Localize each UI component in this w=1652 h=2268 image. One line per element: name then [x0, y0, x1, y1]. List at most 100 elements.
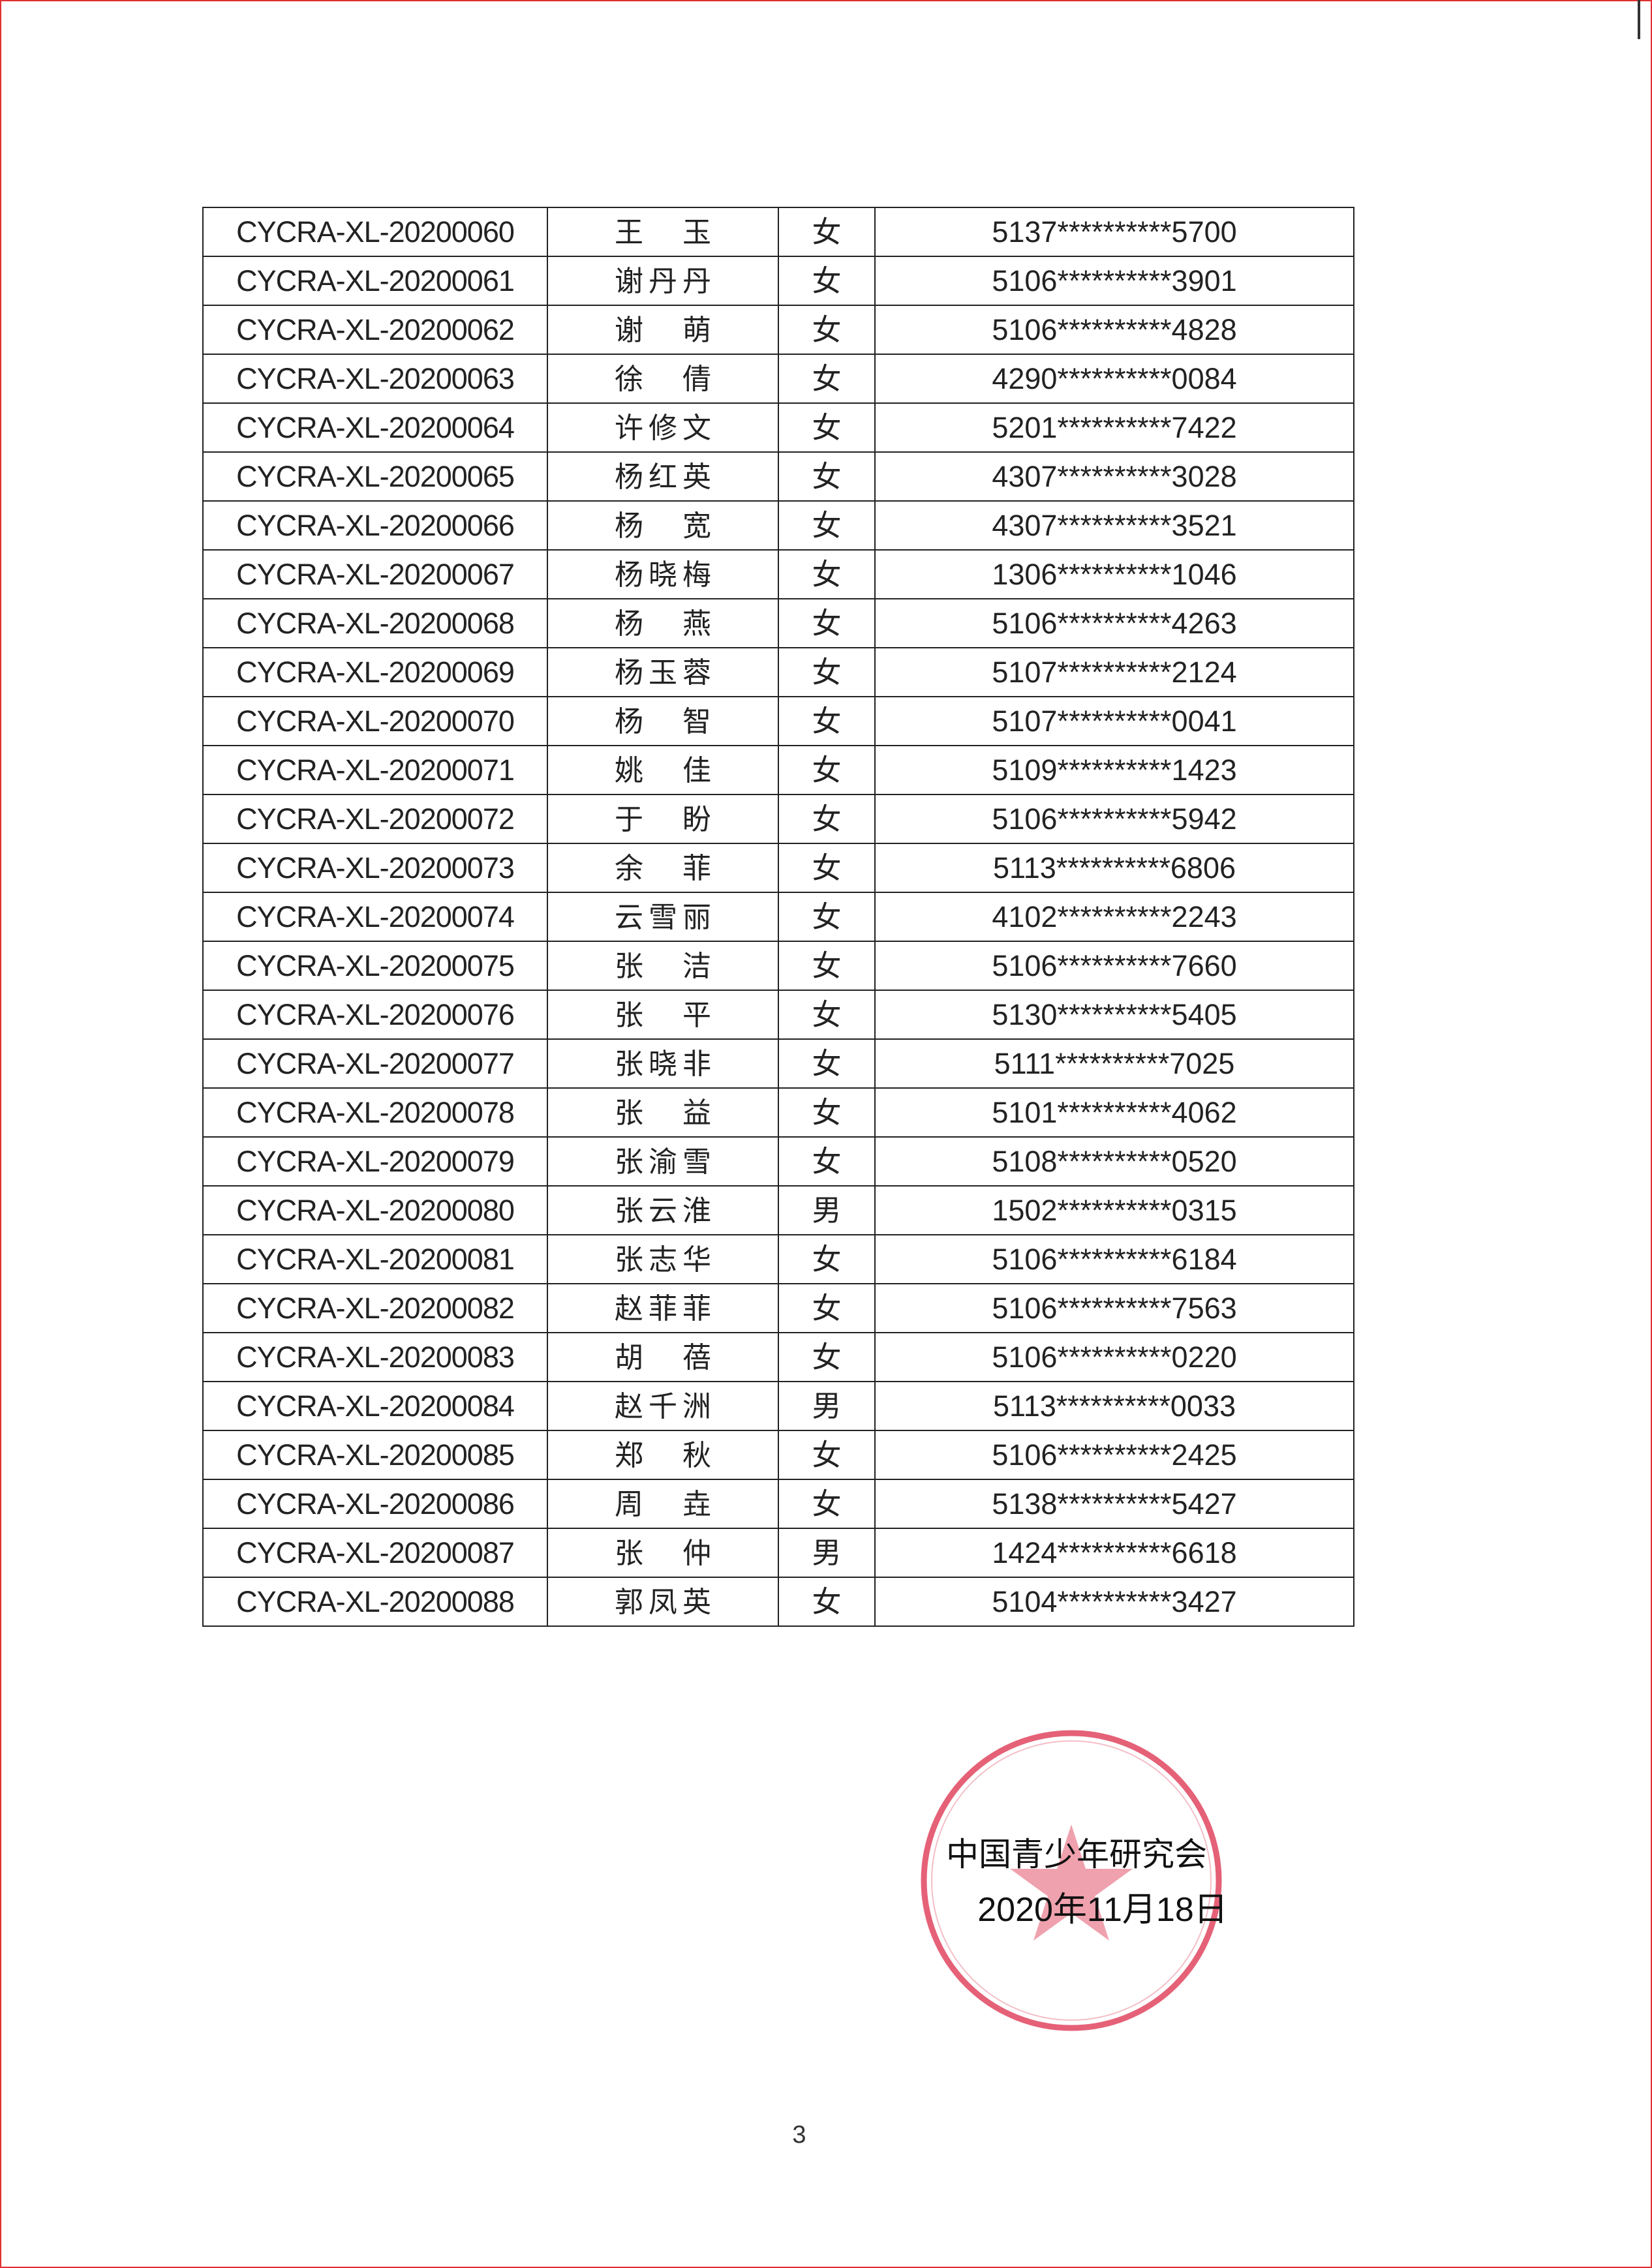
seal-inner-ring: [931, 1740, 1212, 2021]
member-name-cell: 郭凤英: [547, 1577, 779, 1627]
member-gender-cell: 女: [778, 549, 876, 599]
member-name-cell: 徐倩: [547, 354, 779, 404]
member-gender-cell: 女: [778, 1430, 876, 1480]
member-name: 郭凤英: [615, 1585, 716, 1619]
member-name-cell: 谢萌: [547, 305, 779, 355]
member-code-cell: CYCRA-XL-20200075: [202, 941, 548, 991]
scan-edge: [1638, 0, 1640, 39]
member-id-number-cell: 5104**********3427: [874, 1577, 1354, 1627]
member-gender-cell: 女: [778, 207, 876, 257]
member-id-number-cell: 5106**********3901: [874, 256, 1354, 306]
member-id-number-cell: 5106**********6184: [874, 1234, 1354, 1284]
member-id-number-cell: 5137**********5700: [874, 207, 1354, 257]
member-name-cell: 许修文: [547, 402, 779, 453]
member-gender-cell: 女: [778, 794, 876, 844]
member-code-cell: CYCRA-XL-20200070: [202, 696, 548, 746]
member-id-number-cell: 5109**********1423: [874, 745, 1354, 795]
member-gender-cell: 女: [778, 305, 876, 355]
member-id-number-cell: 5113**********6806: [874, 843, 1354, 893]
member-code-cell: CYCRA-XL-20200082: [202, 1283, 548, 1333]
member-name: 杨宽: [615, 509, 750, 543]
table-row: CYCRA-XL-20200074 云雪丽 女 4102**********2243: [202, 892, 1354, 942]
member-gender-cell: 男: [778, 1185, 876, 1235]
member-id-number-cell: 5106**********0220: [874, 1332, 1354, 1382]
member-code-cell: CYCRA-XL-20200065: [202, 451, 548, 502]
member-code-cell: CYCRA-XL-20200077: [202, 1038, 548, 1089]
seal-star-icon: [1010, 1824, 1133, 1941]
table-row: CYCRA-XL-20200081 张志华 女 5106**********6184: [202, 1234, 1354, 1284]
member-gender-cell: 女: [778, 1136, 876, 1187]
member-id-number-cell: 4307**********3028: [874, 451, 1354, 502]
official-seal-stamp: [921, 1730, 1222, 2031]
member-id-number-cell: 4307**********3521: [874, 500, 1354, 551]
member-code-cell: CYCRA-XL-20200079: [202, 1136, 548, 1187]
member-name-cell: 杨燕: [547, 598, 779, 648]
member-id-number-cell: 5106**********5942: [874, 794, 1354, 844]
member-name: 云雪丽: [615, 900, 716, 934]
member-name-cell: 张晓非: [547, 1038, 779, 1089]
member-name-cell: 杨红英: [547, 451, 779, 502]
member-gender-cell: 女: [778, 1038, 876, 1089]
table-row: CYCRA-XL-20200073 余菲女 5113**********6806: [202, 843, 1354, 893]
member-gender-cell: 女: [778, 647, 876, 697]
member-name: 许修文: [615, 411, 716, 445]
member-id-number-cell: 5106**********2425: [874, 1430, 1354, 1480]
member-id-number-cell: 5107**********2124: [874, 647, 1354, 697]
member-name-cell: 余菲: [547, 843, 779, 893]
member-name-cell: 张平: [547, 990, 779, 1040]
table-row: CYCRA-XL-20200066 杨宽女 4307**********3521: [202, 500, 1354, 551]
member-name-cell: 于盼: [547, 794, 779, 844]
table-row: CYCRA-XL-20200082 赵菲菲 女 5106**********7563: [202, 1283, 1354, 1333]
member-name: 胡蓓: [615, 1340, 750, 1374]
table-row: CYCRA-XL-20200076 张平女 5130**********5405: [202, 990, 1354, 1040]
member-gender-cell: 女: [778, 256, 876, 306]
table-row: CYCRA-XL-20200077 张晓非 女 5111**********7025: [202, 1038, 1354, 1089]
table-row: CYCRA-XL-20200083 胡蓓女 5106**********0220: [202, 1332, 1354, 1382]
member-gender-cell: 男: [778, 1528, 876, 1578]
member-id-number-cell: 5106**********4263: [874, 598, 1354, 648]
member-name-cell: 杨玉蓉: [547, 647, 779, 697]
member-id-number-cell: 5111**********7025: [874, 1038, 1354, 1089]
member-id-number-cell: 5108**********0520: [874, 1136, 1354, 1187]
member-code-cell: CYCRA-XL-20200060: [202, 207, 548, 257]
signature-date: 2020年11月18日: [977, 1891, 1228, 1929]
member-gender-cell: 男: [778, 1381, 876, 1431]
member-name: 谢丹丹: [615, 264, 716, 298]
member-gender-cell: 女: [778, 1234, 876, 1284]
member-code-cell: CYCRA-XL-20200061: [202, 256, 548, 306]
member-name: 徐倩: [615, 362, 750, 396]
member-code-cell: CYCRA-XL-20200078: [202, 1087, 548, 1138]
member-code-cell: CYCRA-XL-20200080: [202, 1185, 548, 1235]
member-name-cell: 张云淮: [547, 1185, 779, 1235]
member-name: 张仲: [615, 1536, 750, 1570]
member-gender-cell: 女: [778, 892, 876, 942]
table-row: CYCRA-XL-20200084 赵千洲 男 5113**********0033: [202, 1381, 1354, 1431]
member-code-cell: CYCRA-XL-20200062: [202, 305, 548, 355]
member-name-cell: 赵千洲: [547, 1381, 779, 1431]
signature-organization: 中国青少年研究会: [946, 1836, 1207, 1873]
member-code-cell: CYCRA-XL-20200067: [202, 549, 548, 599]
member-gender-cell: 女: [778, 402, 876, 453]
member-gender-cell: 女: [778, 1479, 876, 1529]
member-id-number-cell: 1306**********1046: [874, 549, 1354, 599]
member-name-cell: 张益: [547, 1087, 779, 1138]
member-name: 余菲: [615, 851, 750, 885]
member-gender-cell: 女: [778, 354, 876, 404]
member-name: 杨玉蓉: [615, 656, 716, 689]
page-number: 3: [792, 2121, 806, 2149]
seal-ring: [921, 1730, 1222, 2031]
table-row: CYCRA-XL-20200060 王玉女 5137**********5700: [202, 207, 1354, 257]
member-name: 张益: [615, 1096, 750, 1130]
member-name: 张洁: [615, 949, 750, 983]
member-code-cell: CYCRA-XL-20200087: [202, 1528, 548, 1578]
member-name: 赵菲菲: [615, 1292, 716, 1325]
member-name-cell: 张仲: [547, 1528, 779, 1578]
member-name-cell: 王玉: [547, 207, 779, 257]
member-code-cell: CYCRA-XL-20200071: [202, 745, 548, 795]
member-gender-cell: 女: [778, 696, 876, 746]
member-name-cell: 杨晓梅: [547, 549, 779, 599]
table-row: CYCRA-XL-20200064 许修文 女 5201**********7422: [202, 402, 1354, 453]
member-name-cell: 郑秋: [547, 1430, 779, 1480]
member-id-number-cell: 5113**********0033: [874, 1381, 1354, 1431]
